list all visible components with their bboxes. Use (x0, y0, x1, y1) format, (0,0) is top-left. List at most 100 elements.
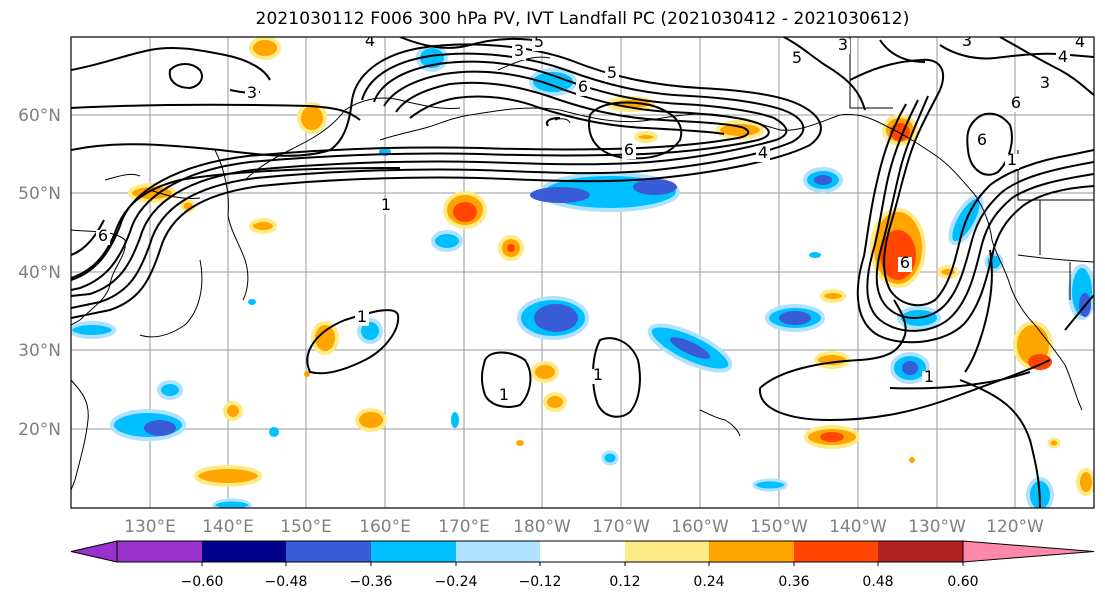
contour-label-halo (379, 199, 393, 214)
latitude-tick-label: 20°N (18, 420, 61, 440)
positive-anomaly (820, 289, 846, 303)
positive-anomaly (531, 361, 559, 383)
longitude-tick-label: 180°W (513, 517, 571, 537)
longitude-tick-label: 150°E (280, 517, 332, 537)
contour-label-halo (512, 45, 526, 60)
contour-label-halo (576, 81, 590, 96)
colorbar (70, 540, 1095, 563)
contour-label-halo (497, 389, 511, 404)
figure-title: 2021030112 F006 300 hPa PV, IVT Landfall… (255, 9, 910, 29)
colorbar-bin (709, 541, 794, 562)
contour-label-halo (1005, 154, 1019, 169)
negative-anomaly (601, 450, 619, 466)
contour-label-halo (363, 37, 377, 50)
contour-label: 3 (838, 35, 848, 54)
positive-anomaly (249, 37, 281, 60)
colorbar-tick-label: 0.48 (862, 574, 893, 590)
negative-anomaly (212, 498, 252, 508)
contour-label: 5 (534, 32, 544, 51)
contour-label: 4 (1075, 32, 1085, 51)
positive-anomaly (194, 465, 262, 487)
positive-anomaly (516, 440, 524, 446)
negative-anomaly (779, 311, 811, 325)
colorbar-tick-label: −0.24 (435, 574, 478, 590)
contour-label: 6 (624, 140, 634, 159)
longitude-tick-label: 130°E (124, 517, 176, 537)
positive-anomaly (1028, 354, 1052, 370)
negative-anomaly (902, 361, 918, 375)
contour-label-halo (836, 39, 850, 54)
negative-anomaly (669, 337, 711, 359)
negative-anomaly (529, 68, 577, 96)
positive-anomaly (1047, 437, 1061, 449)
colorbar-bin (117, 541, 202, 562)
contour-label: 6 (98, 226, 108, 245)
latitude-tick-label: 40°N (18, 263, 61, 283)
colorbar-extend-low (70, 540, 118, 563)
pv-anomaly-shading (71, 37, 1094, 508)
contour-label: 1 (499, 385, 509, 404)
contour-label-halo (355, 311, 369, 326)
longitude-tick-label: 150°W (750, 517, 808, 537)
colorbar-tick-label: 0.24 (693, 574, 724, 590)
contour-label: 1 (924, 367, 934, 386)
negative-anomaly (752, 478, 788, 492)
latitude-labels: 60°N 50°N 40°N 30°N 20°N (18, 106, 61, 440)
contour-label-halo (245, 87, 259, 102)
contour-label: 1 (357, 307, 367, 326)
contour-label-halo (1009, 97, 1023, 112)
colorbar-tick-label: 0.36 (778, 574, 809, 590)
longitude-tick-label: 170°W (592, 517, 650, 537)
colorbar-bin (371, 541, 456, 562)
contour-label-halo (1038, 77, 1052, 92)
contour-label: 3 (514, 41, 524, 60)
pv-contours (71, 37, 1094, 508)
positive-anomaly (543, 392, 567, 412)
contour-label-halo (622, 144, 636, 159)
contour-label-halo (532, 37, 546, 51)
longitude-labels: 130°E 140°E 150°E 160°E 170°E 180°W 170°W 160°W… (124, 517, 1044, 537)
contour-label: 3 (247, 83, 257, 102)
colorbar-tick-label: −0.48 (265, 574, 308, 590)
contour-label: 6 (900, 253, 910, 272)
contour-label: 4 (758, 143, 768, 162)
negative-anomaly (809, 252, 821, 258)
contour-label: 4 (1058, 47, 1068, 66)
positive-anomaly (820, 432, 844, 442)
positive-anomaly (1076, 468, 1094, 496)
positive-anomaly (304, 371, 310, 377)
contour-label: 6 (1011, 93, 1021, 112)
colorbar-extend-high (962, 540, 1095, 563)
latitude-tick-label: 60°N (18, 106, 61, 126)
colorbar-bin (878, 541, 963, 562)
colorbar-bin (625, 541, 709, 562)
colorbar-tick-label: −0.60 (181, 574, 224, 590)
latitude-tick-label: 50°N (18, 184, 61, 204)
longitude-tick-label: 140°E (202, 517, 254, 537)
positive-anomaly (453, 202, 477, 222)
positive-anomaly (297, 102, 327, 134)
contour-label-halo (975, 134, 989, 149)
contour-label-halo (605, 67, 619, 82)
contour-label-halo (591, 369, 605, 384)
contour-label: 3 (1040, 73, 1050, 92)
contour-label-halo (96, 230, 110, 245)
contour-label: 1 (381, 195, 391, 214)
contour-label: 1 (1007, 150, 1017, 169)
negative-anomaly (814, 175, 832, 185)
negative-anomaly (431, 230, 463, 252)
contour-label: 1 (593, 365, 603, 384)
contour-label-halo (922, 371, 936, 386)
latitude-tick-label: 30°N (18, 341, 61, 361)
positive-anomaly (249, 218, 277, 234)
contour-label: 6 (578, 77, 588, 96)
positive-anomaly (909, 457, 915, 463)
negative-anomaly (451, 412, 459, 428)
negative-anomaly (633, 179, 677, 195)
contour-label-halo (756, 147, 770, 162)
contour-label-halo (1056, 51, 1070, 66)
longitude-tick-label: 160°W (671, 517, 729, 537)
longitude-tick-label: 160°E (359, 517, 411, 537)
positive-anomaly (355, 408, 387, 432)
